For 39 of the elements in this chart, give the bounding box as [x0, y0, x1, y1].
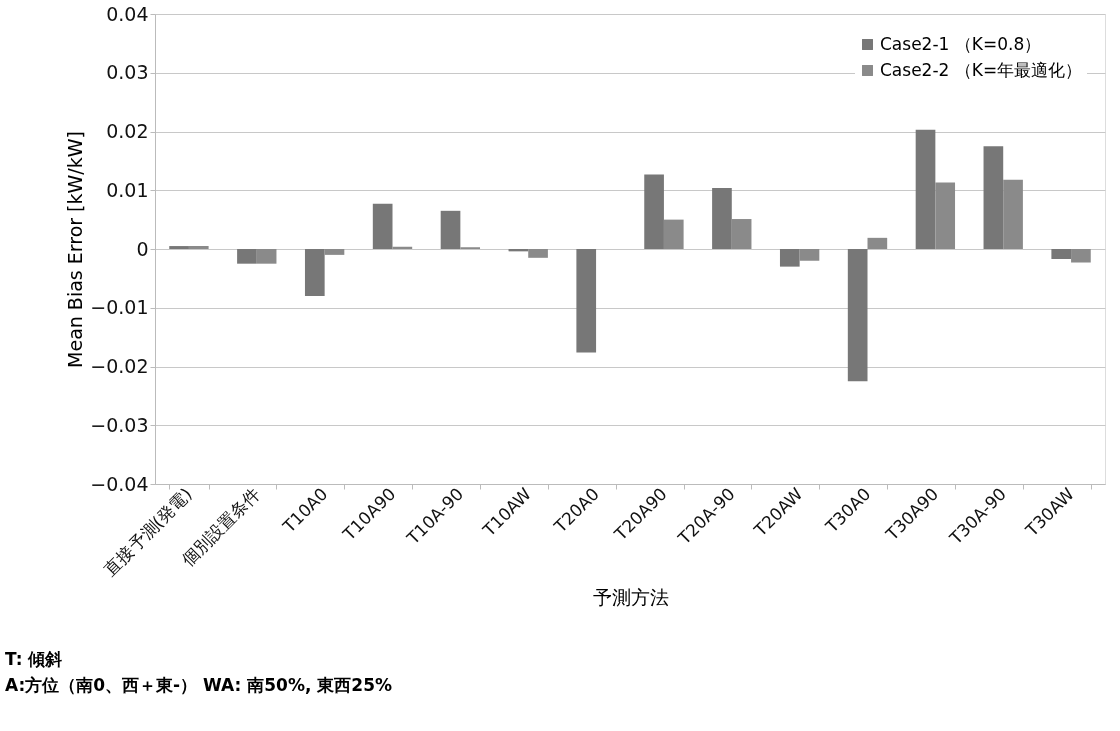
bar [237, 249, 257, 264]
text: A:方位（南0、西＋東-） WA: 南50%, 東西25% [5, 675, 393, 695]
y-tick-label: 0.03 [106, 61, 149, 84]
y-tick-label: −0.02 [90, 355, 149, 377]
bar [372, 203, 393, 249]
bar [983, 146, 1004, 249]
y-tick-label: 0.01 [106, 178, 149, 201]
bar [169, 246, 189, 249]
y-axis-title: Mean Bias Error [kW/kW] [64, 131, 87, 368]
bar [324, 249, 345, 255]
bar [935, 182, 956, 249]
legend-label: Case2-2 （K=年最適化） [880, 59, 1083, 80]
bar [440, 210, 461, 249]
bar [644, 174, 664, 249]
legend-label: Case2-1 （K=0.8） [880, 33, 1042, 54]
y-tick-label: −0.01 [90, 296, 149, 319]
bar [663, 219, 684, 249]
bar [1071, 249, 1091, 263]
bar [779, 249, 800, 267]
bar [915, 129, 936, 249]
bar [528, 249, 548, 258]
x-axis-title: 予測方法 [592, 585, 669, 608]
bar [188, 246, 209, 249]
bar [867, 237, 888, 249]
y-tick-label: −0.04 [90, 472, 149, 495]
y-tick-label: 0 [136, 237, 149, 260]
text: T: 傾斜 [5, 649, 63, 669]
y-tick-label: 0.02 [106, 120, 149, 142]
bar [712, 187, 732, 249]
bar [576, 249, 597, 353]
bar [799, 249, 820, 261]
bar [256, 249, 277, 264]
bar [731, 219, 752, 249]
y-tick-label: 0.04 [106, 2, 149, 25]
bar [1051, 249, 1072, 259]
y-tick-label: −0.03 [90, 413, 149, 436]
bar [304, 249, 325, 296]
bar [1003, 179, 1023, 249]
bar [847, 249, 868, 382]
